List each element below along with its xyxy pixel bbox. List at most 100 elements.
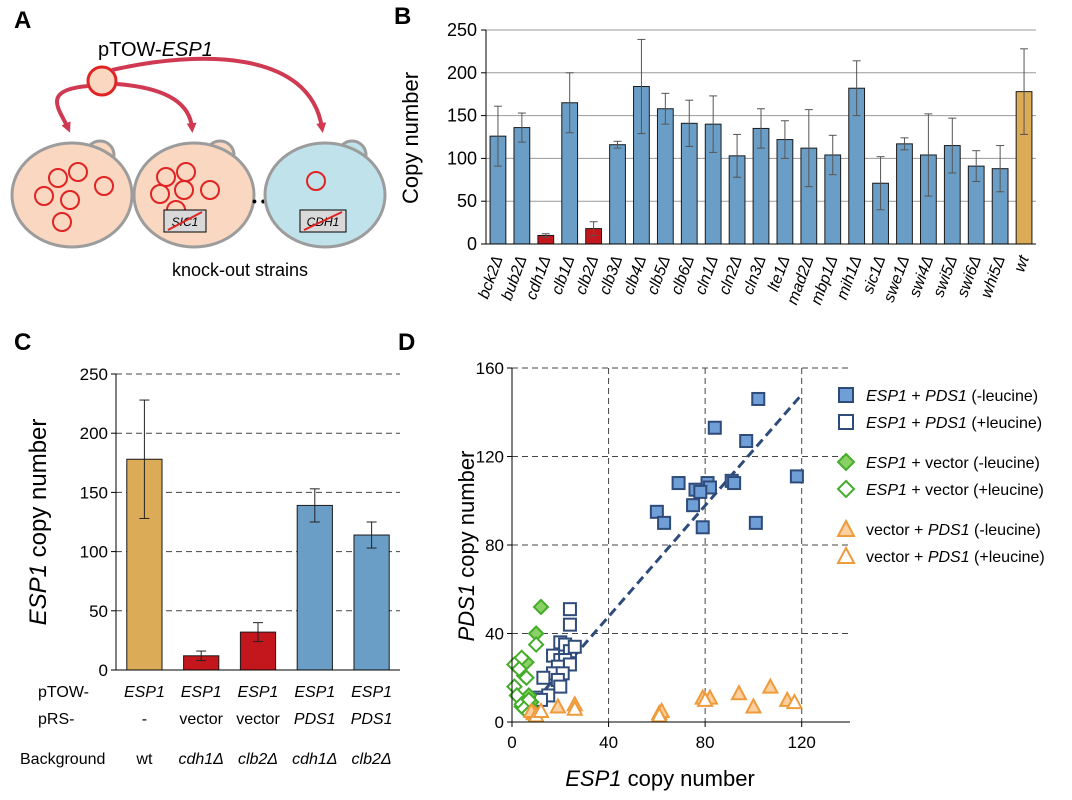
plasmid-circle-icon (86, 65, 118, 97)
x-tick-label: 0 (507, 733, 516, 752)
legend-marker (836, 518, 856, 537)
bar-bub2Δ (513, 127, 531, 245)
square-point (562, 602, 577, 617)
panel-letter-b: B (394, 3, 411, 30)
square-point (727, 476, 742, 491)
square-point (789, 469, 804, 484)
ylabel-suffix: copy number (454, 451, 479, 584)
y-tick-label: 200 (80, 424, 108, 443)
table-cell: clb2Δ (352, 751, 392, 768)
triangle-point (549, 697, 567, 714)
table-cell: cdh1Δ (292, 751, 337, 768)
square-point (686, 498, 701, 513)
panel-d-x-axis-label: ESP1 copy number (565, 766, 755, 791)
panel-c-y-ticks: 0 50 100 150 200 250 (80, 365, 116, 680)
square-point (553, 679, 568, 694)
knockout-slash (303, 211, 343, 231)
legend-marker (836, 452, 856, 472)
y-tick-label: 160 (476, 359, 504, 378)
ylabel-gene: ESP1 (25, 564, 52, 625)
square-point (649, 504, 664, 519)
y-tick-label: 80 (485, 536, 504, 555)
y-tick-label: 120 (476, 448, 504, 467)
panel-letter-c: C (14, 329, 31, 356)
plasmid-icon (174, 180, 194, 200)
legend-text-part: ESP1 (866, 415, 907, 432)
square-point (739, 434, 754, 449)
y-tick-label: 50 (457, 191, 477, 211)
legend-marker (838, 387, 854, 403)
plasmid-icon (68, 162, 88, 182)
table-cell: cdh1Δ (178, 751, 223, 768)
panel-d-legend: ESP1 + PDS1 (-leucine)ESP1 + PDS1 (+leuc… (836, 387, 1045, 566)
fit-line (535, 393, 803, 701)
square-point (671, 476, 686, 491)
bar-clb3Δ (609, 144, 626, 245)
table-cell: PDS1 (294, 711, 336, 728)
y-tick-label: 150 (80, 483, 108, 502)
plasmid-icon (60, 190, 80, 210)
y-tick-label: 100 (447, 148, 477, 168)
legend-text-part: (+leucine) (970, 549, 1045, 566)
ylabel-gene: PDS1 (454, 584, 479, 641)
panel-d: D 0 40 80 120 0 40 80 120 160 ESP1 copy number P… (398, 329, 1045, 791)
panel-c-y-axis-label: ESP1 copy number (25, 419, 52, 626)
panel-b-bars (489, 38, 1033, 245)
row-header: Background (20, 751, 105, 768)
panel-c-axes (115, 374, 400, 671)
legend-text-part: vector + (866, 549, 928, 566)
yeast-cell-sic1-knockout: SIC1 (132, 139, 256, 249)
row-header: pTOW- (38, 684, 89, 701)
plasmid-prefix: pTOW- (98, 39, 162, 61)
square-point (567, 639, 582, 654)
yeast-cell-cdh1-knockout: CDH1 (263, 139, 387, 249)
legend-text-part: vector + (866, 522, 928, 539)
legend-entry: ESP1 + PDS1 (+leucine) (866, 415, 1042, 432)
x-tick-label: 80 (696, 733, 715, 752)
y-tick-label: 0 (99, 661, 108, 680)
legend-text-part: PDS1 (928, 549, 970, 566)
x-tick-label: 40 (599, 733, 618, 752)
legend-marker (838, 414, 854, 430)
arrow-to-cell-3 (111, 56, 327, 133)
legend-entry: vector + PDS1 (+leucine) (866, 549, 1045, 566)
ylabel-suffix: copy number (25, 419, 52, 564)
table-cell: ESP1 (294, 684, 335, 701)
plasmid-icon (150, 184, 170, 204)
square-point (751, 391, 766, 406)
legend-text-part: ESP1 (866, 482, 907, 499)
yeast-cell-wt (10, 139, 134, 249)
arrow-to-cell-1 (55, 84, 89, 133)
arrow-to-cell-2 (116, 82, 197, 133)
triangle-point (532, 701, 550, 718)
square-point (562, 617, 577, 632)
square-point (748, 515, 763, 530)
legend-text-part: (-leucine) (967, 388, 1038, 405)
triangle-point (696, 690, 714, 707)
table-cell: - (142, 711, 147, 728)
cell-body (263, 141, 387, 249)
triangle-point (650, 706, 668, 723)
x-tick-label: 120 (788, 733, 816, 752)
panel-letter-a: A (14, 7, 31, 34)
y-tick-label: 40 (485, 625, 504, 644)
xlabel-suffix: copy number (621, 766, 754, 791)
diamond-point (510, 660, 528, 678)
plasmid-icon (48, 168, 68, 188)
legend-entry: vector + PDS1 (-leucine) (866, 522, 1041, 539)
table-cell: ESP1 (181, 684, 222, 701)
square-point (695, 520, 710, 535)
panel-d-ticks: 0 40 80 120 0 40 80 120 160 (476, 359, 816, 752)
panel-d-y-axis-label: PDS1 copy number (454, 451, 479, 642)
panel-d-fit-line (535, 393, 803, 701)
legend-text-part: + vector (+leucine) (907, 482, 1044, 499)
legend-text-part: PDS1 (928, 522, 970, 539)
panel-c-gridlines (116, 373, 400, 612)
square-point (707, 420, 722, 435)
bar (296, 504, 333, 671)
bar-clb5Δ (656, 108, 674, 245)
triangle-point (744, 697, 763, 714)
panel-b-y-axis-label: Copy number (398, 72, 423, 204)
triangle-point (730, 684, 748, 701)
table-cell: ESP1 (351, 684, 392, 701)
